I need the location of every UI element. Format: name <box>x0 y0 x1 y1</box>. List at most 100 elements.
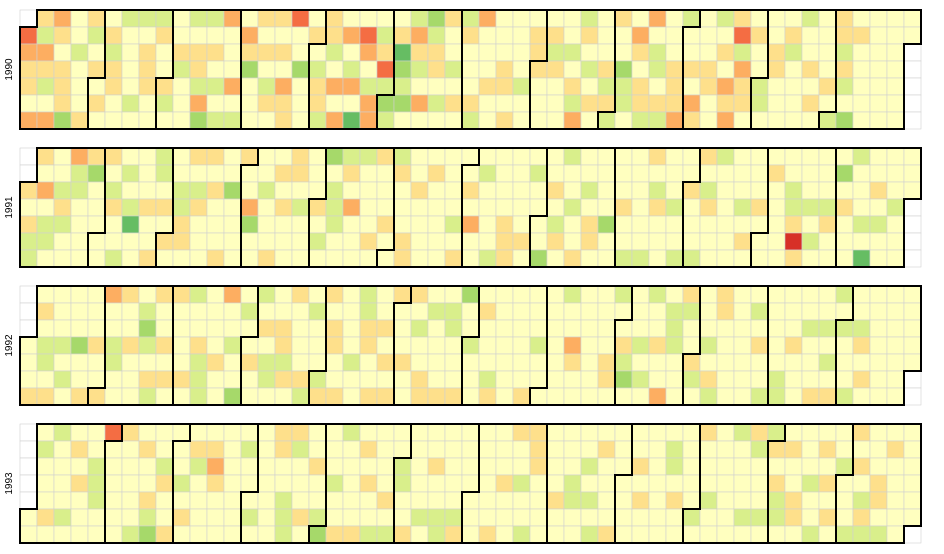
day-cell <box>240 440 259 459</box>
day-cell <box>155 94 174 113</box>
day-cell <box>563 353 582 372</box>
day-cell <box>53 60 72 79</box>
day-cell <box>835 508 854 527</box>
day-cell <box>189 60 208 79</box>
day-cell <box>784 249 803 268</box>
day-cell <box>274 198 293 217</box>
day-cell <box>835 77 854 96</box>
day-cell <box>461 457 480 476</box>
day-cell <box>886 353 905 372</box>
day-cell <box>750 387 769 406</box>
day-cell <box>206 457 225 476</box>
day-cell <box>529 111 548 130</box>
day-cell <box>801 423 820 442</box>
day-cell <box>682 370 701 389</box>
day-cell <box>614 77 633 96</box>
day-cell <box>121 302 140 321</box>
day-cell <box>274 77 293 96</box>
day-cell <box>138 43 157 62</box>
day-cell <box>869 525 888 544</box>
day-cell <box>359 285 378 304</box>
day-cell <box>223 440 242 459</box>
day-cell <box>257 457 276 476</box>
day-cell <box>886 285 905 304</box>
day-cell <box>563 77 582 96</box>
day-cell <box>886 77 905 96</box>
day-cell <box>733 457 752 476</box>
day-cell <box>886 111 905 130</box>
day-cell <box>223 474 242 493</box>
day-cell <box>308 232 327 251</box>
day-cell <box>529 94 548 113</box>
day-cell <box>393 94 412 113</box>
month-outlines <box>19 423 922 544</box>
day-cell <box>325 285 344 304</box>
day-cell <box>461 423 480 442</box>
day-cell <box>512 387 531 406</box>
day-cell <box>869 181 888 200</box>
day-cell <box>121 457 140 476</box>
day-cell <box>478 181 497 200</box>
day-cell <box>104 525 123 544</box>
day-cell <box>733 474 752 493</box>
day-cell <box>614 232 633 251</box>
day-cell <box>869 111 888 130</box>
day-cell <box>716 9 735 28</box>
day-cell <box>257 232 276 251</box>
day-cell <box>121 387 140 406</box>
day-cell <box>478 491 497 510</box>
day-cell <box>206 302 225 321</box>
day-cell <box>512 215 531 234</box>
day-cell <box>852 457 871 476</box>
day-cell <box>376 198 395 217</box>
day-cell <box>19 77 38 96</box>
day-cell <box>665 336 684 355</box>
day-cell <box>512 26 531 45</box>
day-cell <box>427 319 446 338</box>
day-cell <box>631 249 650 268</box>
day-cell <box>886 181 905 200</box>
day-cell <box>223 9 242 28</box>
day-cell <box>733 198 752 217</box>
day-cell <box>886 457 905 476</box>
grid-cell <box>903 198 922 217</box>
day-cell <box>597 77 616 96</box>
day-cell <box>767 491 786 510</box>
year-panel-1991: 1991 <box>4 147 922 268</box>
day-cell <box>189 198 208 217</box>
day-cell <box>257 215 276 234</box>
day-cell <box>733 336 752 355</box>
day-cell <box>325 457 344 476</box>
day-cell <box>563 457 582 476</box>
day-cell <box>563 319 582 338</box>
day-cell <box>631 60 650 79</box>
day-cell <box>308 215 327 234</box>
day-cell <box>189 164 208 183</box>
day-cell <box>512 370 531 389</box>
month-outlines <box>19 9 922 130</box>
day-cell <box>53 215 72 234</box>
day-cell <box>597 26 616 45</box>
day-cell <box>665 215 684 234</box>
day-cell <box>750 319 769 338</box>
day-cell <box>359 181 378 200</box>
day-cell <box>750 353 769 372</box>
day-cell <box>291 387 310 406</box>
day-cell <box>308 336 327 355</box>
day-cell <box>291 249 310 268</box>
day-cell <box>461 215 480 234</box>
day-cell <box>393 249 412 268</box>
day-cell <box>665 423 684 442</box>
day-cell <box>478 440 497 459</box>
day-cell <box>155 198 174 217</box>
day-cell <box>325 232 344 251</box>
day-cell <box>597 147 616 166</box>
day-cell <box>155 285 174 304</box>
day-cell <box>240 370 259 389</box>
day-cell <box>852 215 871 234</box>
day-cell <box>784 94 803 113</box>
day-cell <box>512 423 531 442</box>
day-cell <box>206 387 225 406</box>
day-cell <box>274 353 293 372</box>
day-cell <box>886 302 905 321</box>
